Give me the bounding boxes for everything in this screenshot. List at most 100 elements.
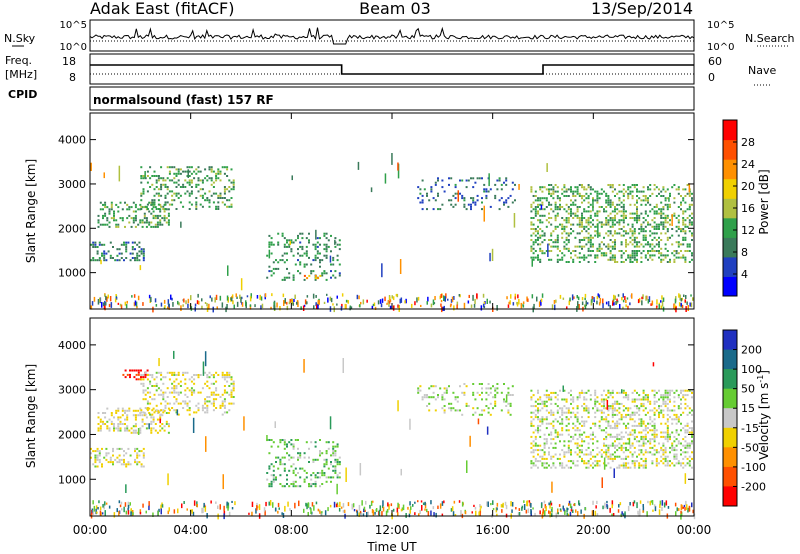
power-noise-point [178,302,180,306]
power-point [658,188,660,191]
velocity-point [594,455,597,458]
velocity-point [219,407,222,409]
velocity-point [574,464,577,467]
velocity-point [554,429,557,432]
velocity-point [576,460,579,463]
power-point [614,243,616,246]
power-point [682,239,685,241]
velocity-point [167,425,170,428]
power-point [232,179,235,182]
power-point [691,239,693,241]
velocity-point [135,373,138,376]
power-point [297,237,299,240]
velocity-colorbar-tick-label-2: 50 [741,383,755,396]
velocity-point [537,389,539,392]
power-noise-point [119,303,122,307]
velocity-noise-point [637,510,639,515]
power-point [605,232,608,235]
power-point [655,210,658,213]
velocity-point [160,378,163,381]
frequency-trace [90,64,694,75]
power-point [647,223,649,226]
power-noise-point [211,297,213,302]
power-noise-point [180,305,182,311]
velocity-noise-point [527,508,530,513]
velocity-point [596,460,599,463]
velocity-point [563,444,566,447]
velocity-point [556,435,559,438]
power-point [134,241,136,244]
velocity-point [673,435,676,438]
velocity-point [532,405,535,408]
power-noise-point [482,293,485,298]
power-point [219,172,222,175]
velocity-noise-point [409,509,411,514]
velocity-point [583,409,586,412]
velocity-point [607,446,610,449]
power-point [578,184,581,186]
power-noise-point [115,296,118,300]
velocity-point [155,389,158,392]
velocity-point [532,411,535,414]
power-point [609,184,612,186]
power-noise-point [638,297,641,303]
power-point [541,201,544,204]
power-point [563,225,566,228]
velocity-ytick-label-3: 4000 [58,339,86,352]
power-point [498,199,501,202]
velocity-point [308,485,310,488]
velocity-point [669,394,671,397]
velocity-point [618,402,621,405]
power-point [644,212,647,215]
power-point [550,192,553,195]
velocity-point [666,455,669,458]
power-point [92,246,95,248]
velocity-point [334,454,337,457]
velocity-point [137,373,140,376]
velocity-point [283,463,286,466]
velocity-point [144,393,147,396]
power-noise-point [290,299,293,302]
power-point [671,234,674,237]
velocity-point [605,464,608,467]
power-noise-point [341,293,344,297]
velocity-noise-point [676,507,678,512]
power-point [554,203,557,206]
power-noise-point [296,301,298,305]
velocity-point [163,409,166,412]
power-point [507,205,510,208]
power-point [288,272,291,275]
power-point [618,210,621,213]
velocity-point [655,451,658,454]
power-point [585,236,588,239]
velocity-point [675,444,678,447]
power-point [228,199,231,202]
power-point [159,223,162,226]
velocity-point [658,405,660,408]
power-noise-point [316,304,318,309]
velocity-point [290,443,293,446]
power-point [219,197,222,199]
power-point [629,228,632,230]
power-point [153,194,156,197]
velocity-point [163,429,166,432]
power-point [478,177,481,180]
power-point [474,181,477,184]
power-point [294,239,297,242]
power-point [541,230,544,233]
velocity-point [618,411,621,414]
power-point [338,239,341,242]
power-point [151,208,154,210]
velocity-point [627,449,630,452]
velocity-point [94,454,97,457]
power-point [140,194,143,197]
velocity-point [561,422,564,425]
power-point [620,206,623,208]
velocity-noise-point [691,502,693,508]
power-point [600,247,603,250]
power-point [684,250,687,252]
power-point [102,214,104,217]
power-point [434,199,437,202]
power-noise-point [517,294,519,299]
power-point [110,217,113,220]
